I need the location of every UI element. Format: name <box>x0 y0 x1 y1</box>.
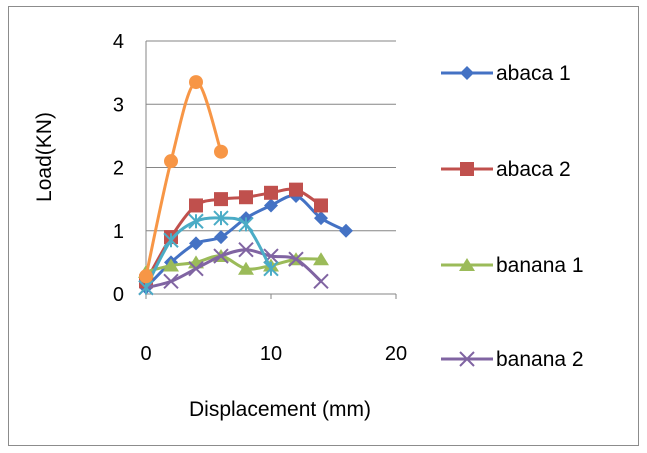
data-point <box>214 192 228 207</box>
x-tick-label: 20 <box>385 343 407 365</box>
data-point <box>214 230 228 245</box>
data-point <box>314 198 328 213</box>
axes: 0 1 2 3 4 0 10 20 <box>113 31 407 365</box>
data-point <box>188 213 204 229</box>
data-point <box>238 261 254 275</box>
data-point <box>238 242 254 258</box>
series-6 <box>139 75 228 284</box>
legend-label: abaca 1 <box>496 62 571 85</box>
data-point <box>139 269 153 284</box>
y-tick-label: 3 <box>113 94 124 116</box>
chart-frame: 0 1 2 3 4 0 10 20 abaca 1 abaca 2 banana 1 banana … <box>8 6 639 446</box>
data-point <box>289 182 303 197</box>
legend-label: abaca 2 <box>496 158 571 181</box>
data-point <box>213 248 229 264</box>
data-point <box>164 154 178 169</box>
series-line <box>144 80 223 278</box>
data-point <box>238 216 254 233</box>
data-point <box>163 273 179 290</box>
data-point <box>214 144 228 159</box>
legend: abaca 1 abaca 2 banana 1 banana 2 <box>441 62 584 371</box>
y-tick-label: 0 <box>113 284 124 306</box>
data-point <box>263 260 279 277</box>
series-line <box>144 216 273 290</box>
gridlines <box>146 40 396 232</box>
data-point <box>188 260 204 277</box>
data-point <box>189 236 203 251</box>
legend-marker <box>460 66 474 80</box>
data-point <box>313 252 329 266</box>
legend-item: banana 2 <box>441 348 584 371</box>
data-point <box>163 258 179 272</box>
data-point <box>189 198 203 213</box>
y-axis-title: Load(KN) <box>33 112 56 202</box>
data-point <box>163 232 179 248</box>
legend-label: banana 2 <box>496 348 584 371</box>
x-axis-title: Displacement (mm) <box>189 398 371 421</box>
data-point <box>313 273 329 290</box>
data-point <box>339 223 353 238</box>
plot-area <box>138 75 353 296</box>
line-chart: 0 1 2 3 4 0 10 20 abaca 1 abaca 2 banana 1 banana … <box>33 31 584 421</box>
data-point <box>288 251 304 267</box>
x-tick-label: 10 <box>260 343 282 365</box>
x-tick-label: 0 <box>140 343 151 365</box>
y-tick-label: 4 <box>113 31 124 53</box>
data-point <box>264 185 278 200</box>
data-point <box>264 198 278 213</box>
legend-label: banana 1 <box>496 254 584 277</box>
series-5 <box>138 210 279 296</box>
y-tick-label: 1 <box>113 221 124 243</box>
legend-marker <box>459 351 475 367</box>
legend-item: abaca 1 <box>441 62 571 85</box>
legend-marker <box>459 258 475 271</box>
y-tick-label: 2 <box>113 158 124 180</box>
data-point <box>213 210 229 226</box>
data-point <box>314 211 328 226</box>
data-point <box>239 190 253 205</box>
legend-marker <box>460 162 474 176</box>
legend-item: banana 1 <box>441 254 584 277</box>
data-point <box>189 75 203 90</box>
legend-item: abaca 2 <box>441 158 571 181</box>
